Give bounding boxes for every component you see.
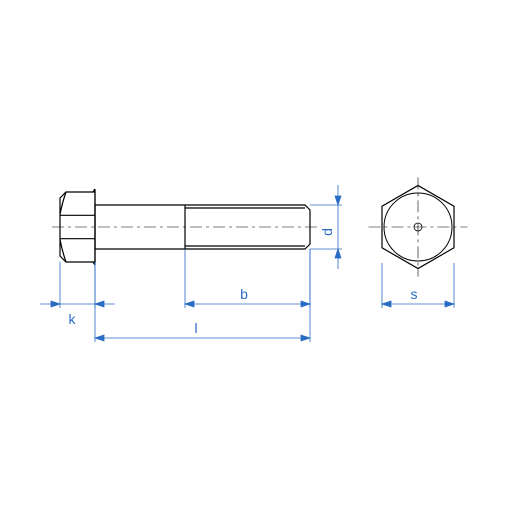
dim-label-b: b: [240, 286, 248, 302]
bolt-hex-end-view: [368, 177, 467, 276]
dim-label-d: d: [319, 228, 335, 236]
dim-label-k: k: [69, 311, 77, 327]
dim-label-l: l: [194, 320, 197, 336]
bolt-side-view: [52, 189, 320, 265]
dim-label-s: s: [411, 286, 418, 302]
